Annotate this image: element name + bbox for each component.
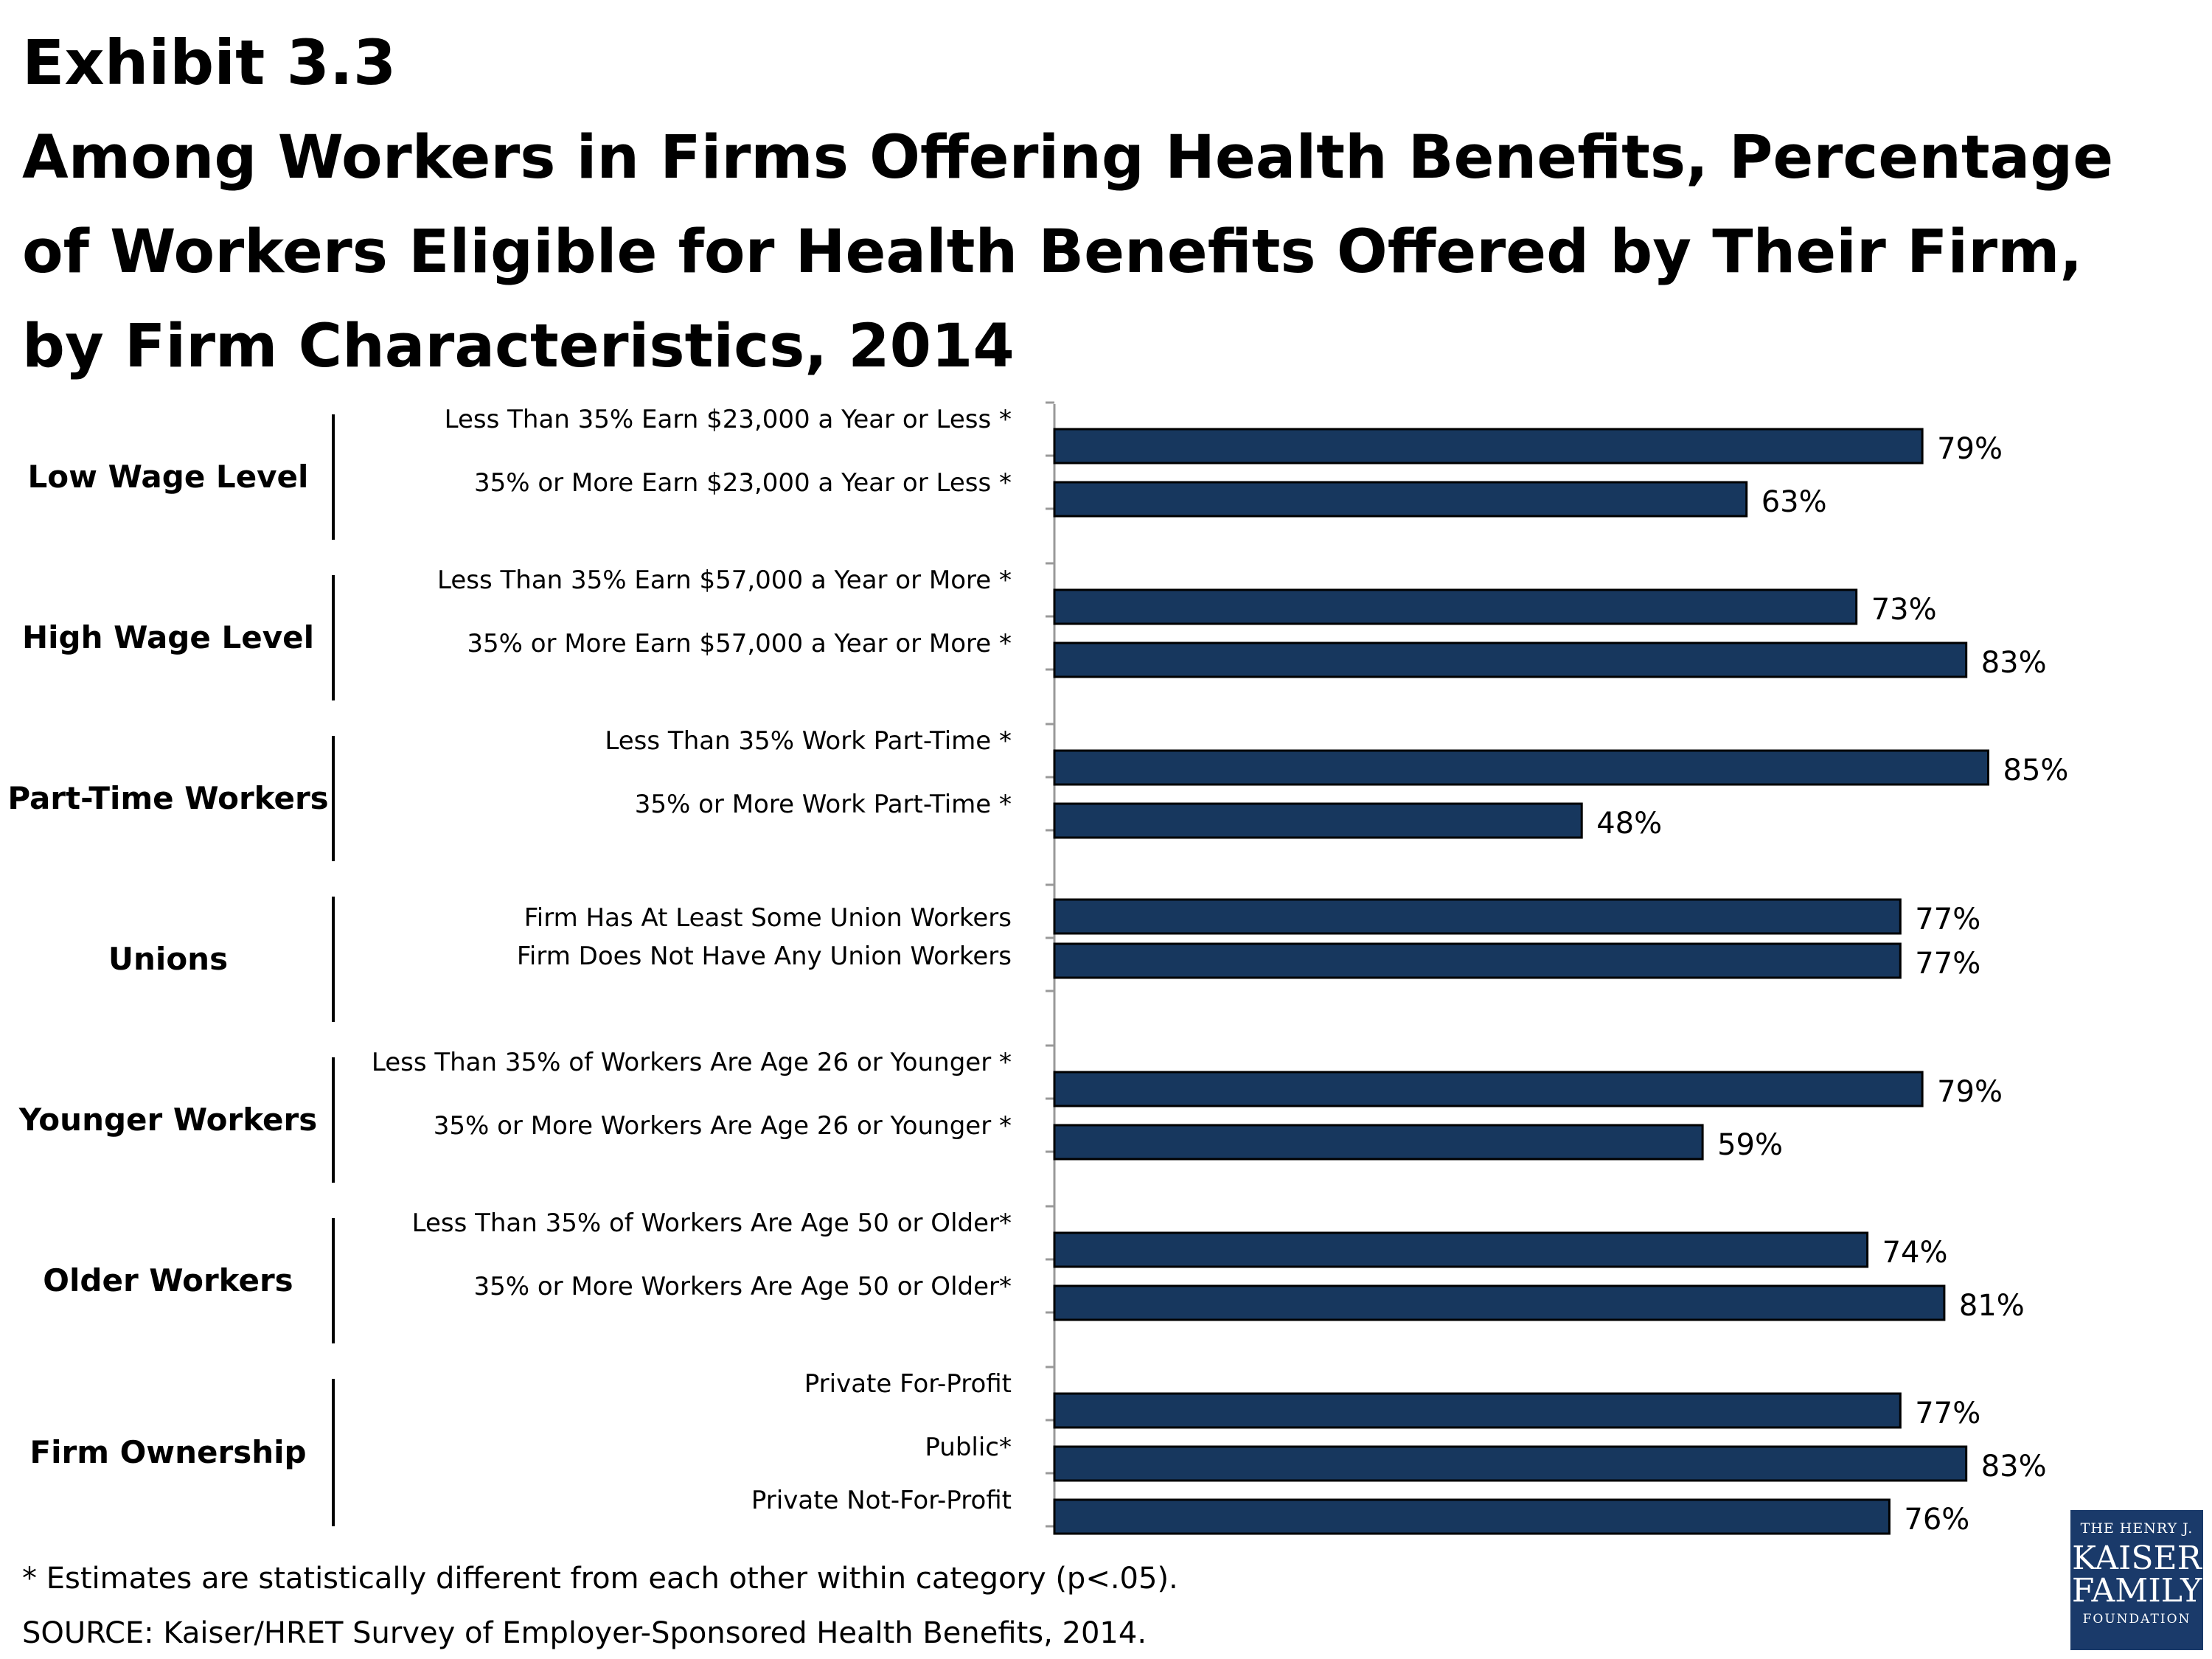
group-label: Older Workers [43, 1262, 293, 1298]
bar-label: Less Than 35% Earn $23,000 a Year or Les… [445, 405, 1012, 434]
kff-logo: THE HENRY J. KAISER FAMILY FOUNDATION [2070, 1510, 2203, 1650]
group-label: High Wage Level [22, 619, 314, 655]
bar-label: Less Than 35% Earn $57,000 a Year or Mor… [437, 566, 1012, 595]
logo-line-4: FOUNDATION [2082, 1612, 2191, 1627]
bar-label: 35% or More Earn $57,000 a Year or More … [467, 629, 1012, 658]
source-note: SOURCE: Kaiser/HRET Survey of Employer-S… [22, 1616, 1147, 1650]
bar [1053, 802, 1583, 839]
data-label: 79% [1937, 1075, 2003, 1109]
bar-chart: Low Wage Level 79% Less Than 35% Earn $23,… [7, 401, 2069, 1537]
bar-label: Less Than 35% of Workers Are Age 26 or Y… [372, 1048, 1012, 1077]
bar [1053, 588, 1858, 625]
data-label: 85% [2003, 754, 2069, 787]
data-label: 76% [1904, 1503, 1969, 1537]
bar-label: Firm Has At Least Some Union Workers [524, 903, 1012, 933]
bar [1053, 428, 1924, 465]
data-label: 77% [1915, 1397, 1980, 1430]
bar-label: Private For-Profit [804, 1369, 1012, 1399]
data-label: 83% [1981, 646, 2047, 680]
group-label: Younger Workers [18, 1102, 318, 1138]
data-label: 63% [1761, 485, 1827, 519]
group-label: Firm Ownership [29, 1434, 306, 1470]
bar [1053, 1392, 1902, 1429]
bar [1053, 1284, 1946, 1321]
bar-label: Public* [925, 1433, 1012, 1462]
bar [1053, 1231, 1869, 1268]
bar [1053, 641, 1968, 678]
bar-label: 35% or More Workers Are Age 26 or Younge… [434, 1111, 1012, 1141]
data-label: 79% [1937, 432, 2003, 466]
bar-label: Firm Does Not Have Any Union Workers [517, 942, 1012, 971]
chart-title: Among Workers in Firms Offering Health B… [22, 123, 2114, 381]
bar [1053, 1124, 1704, 1161]
bar-label: 35% or More Workers Are Age 50 or Older* [474, 1272, 1012, 1301]
group-label: Low Wage Level [28, 459, 309, 495]
footnote: * Estimates are statistically different … [22, 1562, 1178, 1596]
data-label: 77% [1915, 902, 1980, 936]
data-label: 77% [1915, 947, 1980, 981]
logo-line-3: FAMILY [2071, 1572, 2202, 1610]
bar [1053, 942, 1902, 979]
data-label: 74% [1882, 1236, 1948, 1270]
data-label: 48% [1596, 807, 1662, 841]
bar-label: Private Not-For-Profit [751, 1486, 1012, 1515]
bar [1053, 749, 1989, 786]
exhibit-number: Exhibit 3.3 [22, 27, 397, 99]
bar-label: 35% or More Work Part-Time * [635, 790, 1012, 819]
data-label: 59% [1717, 1128, 1783, 1162]
bar-label: Less Than 35% Work Part-Time * [605, 726, 1012, 756]
bar [1053, 1071, 1924, 1107]
group-label: Part-Time Workers [7, 780, 328, 816]
bar [1053, 1498, 1891, 1535]
bar-label: 35% or More Earn $23,000 a Year or Less … [474, 468, 1012, 498]
group-label: Unions [108, 941, 228, 977]
logo-line-2: KAISER [2072, 1540, 2202, 1577]
data-label: 83% [1981, 1450, 2047, 1484]
bar [1053, 898, 1902, 935]
bar-label: Less Than 35% of Workers Are Age 50 or O… [412, 1208, 1012, 1238]
data-label: 81% [1959, 1289, 2025, 1323]
bar [1053, 1445, 1968, 1482]
bar [1053, 481, 1748, 518]
logo-line-1: THE HENRY J. [2080, 1520, 2194, 1537]
data-label: 73% [1871, 593, 1937, 627]
